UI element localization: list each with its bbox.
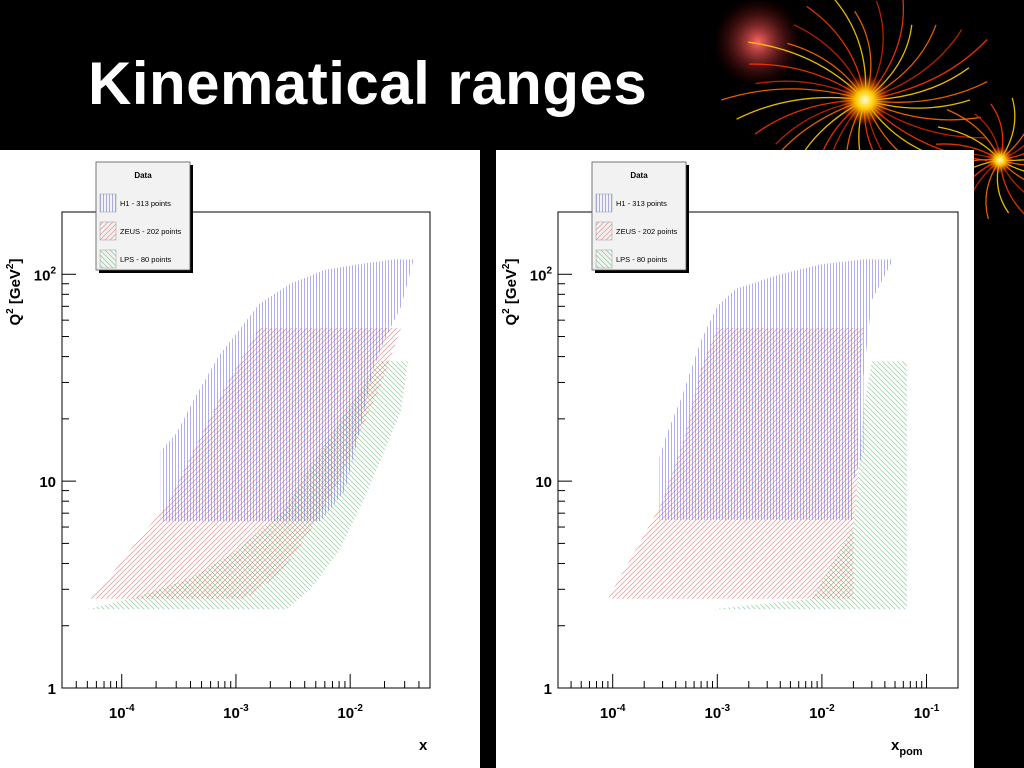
x-tick-label-base: 10 [337,705,354,722]
plot-panel-xpom: 10-4 10-3 10-2 10-1 1 10 102 Q2 [GeV2] xpom Data H… [496,150,974,768]
plot-frame [61,211,431,689]
x-axis-label: xpom [891,737,923,758]
legend-swatch-h1 [99,193,117,213]
y-axis-label-close: ] [503,259,520,264]
y-tick-label: 102 [530,265,553,284]
y-axis-label-q: Q [7,313,24,325]
y-axis-label: Q2 [GeV2] [5,259,24,326]
legend-swatch-lps [99,249,117,269]
y-tick-label: 102 [34,265,57,284]
x-tick-label: 10-1 [914,703,940,722]
y-tick-label-base: 10 [34,267,51,284]
slide-title: Kinematical ranges [88,50,648,117]
legend-swatch-zeus [595,221,613,241]
x-tick-label-exponent: -4 [617,703,626,714]
plot-frame [557,211,959,689]
x-tick-label: 10-2 [337,703,363,722]
x-tick-label: 10-4 [600,703,626,722]
y-axis-label-sup: 2 [501,263,512,269]
decor-burst-core [986,146,1014,174]
y-axis-label-sup: 2 [5,263,16,269]
y-axis-label-close: ] [7,259,24,264]
series-area-h1 [659,259,894,520]
x-tick-label-exponent: -4 [126,703,135,714]
y-tick-label: 10 [535,474,552,491]
y-tick-label-base: 1 [544,681,552,698]
y-axis-label-unit: [GeV [503,269,520,308]
series-area-h1 [160,259,414,522]
x-axis-label: x [419,737,428,754]
y-tick-label-exponent: 2 [50,265,56,276]
y-tick-label-base: 10 [39,474,56,491]
x-tick-label-base: 10 [223,705,240,722]
x-tick-label-exponent: -1 [930,703,939,714]
y-tick-label-base: 10 [530,267,547,284]
decor-burst-core [839,74,891,126]
x-tick-label: 10-2 [809,703,835,722]
x-tick-label-base: 10 [705,705,722,722]
x-tick-label-exponent: -3 [240,703,249,714]
x-tick-label: 10-3 [223,703,249,722]
y-axis-label-unit: [GeV [7,269,24,308]
x-tick-label-exponent: -3 [721,703,730,714]
legend-entry-label: H1 - 313 points [120,199,171,208]
legend-title: Data [134,171,152,180]
y-tick-label: 10 [39,474,56,491]
legend-swatch-lps [595,249,613,269]
legend-swatch-zeus [99,221,117,241]
x-tick-label-base: 10 [809,705,826,722]
y-tick-label: 1 [544,681,552,698]
x-tick-label-base: 10 [109,705,126,722]
legend-panel [591,161,687,271]
x-tick-label-exponent: -2 [354,703,363,714]
x-axis-label-subscript: pom [899,746,922,758]
x-tick-label: 10-4 [109,703,135,722]
y-axis-label-sup: 2 [5,308,16,314]
y-axis-label-q: Q [503,313,520,325]
series-area-lps [87,361,408,610]
legend-swatch-h1 [595,193,613,213]
legend-entry-label: ZEUS - 202 points [616,227,678,236]
x-axis-label-base: x [419,737,428,754]
legend-box: Data H1 - 313 points ZEUS - 202 points LPS … [591,161,689,273]
y-axis-label-sup: 2 [501,308,512,314]
legend-entry-label: LPS - 80 points [616,255,668,264]
legend-box: Data H1 - 313 points ZEUS - 202 points LPS … [95,161,193,273]
x-tick-label-base: 10 [914,705,931,722]
x-tick-label: 10-3 [705,703,731,722]
y-tick-label-exponent: 2 [546,265,552,276]
series-area-lps [712,361,907,610]
x-tick-label-base: 10 [600,705,617,722]
legend-entry-label: ZEUS - 202 points [120,227,182,236]
y-tick-label-base: 10 [535,474,552,491]
plot-panel-x: 10-4 10-3 10-2 1 10 102 Q2 [GeV2] x Data H1 - 313… [0,150,480,768]
legend-entry-label: H1 - 313 points [616,199,667,208]
y-tick-label: 1 [48,681,56,698]
x-tick-label-exponent: -2 [826,703,835,714]
legend-title: Data [630,171,648,180]
legend-entry-label: LPS - 80 points [120,255,172,264]
y-tick-label-base: 1 [48,681,56,698]
y-axis-label: Q2 [GeV2] [501,259,520,326]
x-axis-label-base: x [891,737,900,754]
